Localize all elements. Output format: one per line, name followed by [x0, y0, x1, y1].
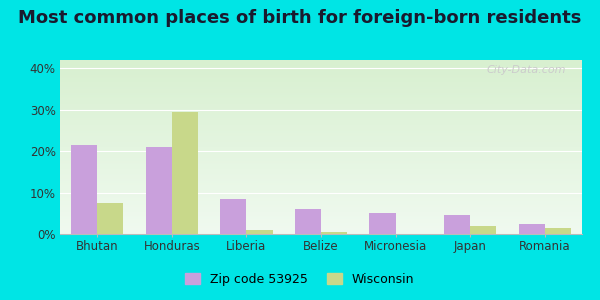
Bar	[247, 230, 272, 234]
Bar	[545, 228, 571, 234]
Bar	[518, 224, 545, 234]
Bar	[370, 213, 395, 234]
Bar	[97, 203, 124, 234]
Bar	[321, 232, 347, 234]
Bar	[146, 147, 172, 234]
Bar	[71, 145, 97, 234]
Text: City-Data.com: City-Data.com	[487, 65, 566, 75]
Bar	[220, 199, 247, 234]
Text: Most common places of birth for foreign-born residents: Most common places of birth for foreign-…	[19, 9, 581, 27]
Bar	[444, 215, 470, 234]
Bar	[172, 112, 198, 234]
Bar	[295, 209, 321, 234]
Bar	[470, 226, 496, 234]
Legend: Zip code 53925, Wisconsin: Zip code 53925, Wisconsin	[181, 268, 419, 291]
